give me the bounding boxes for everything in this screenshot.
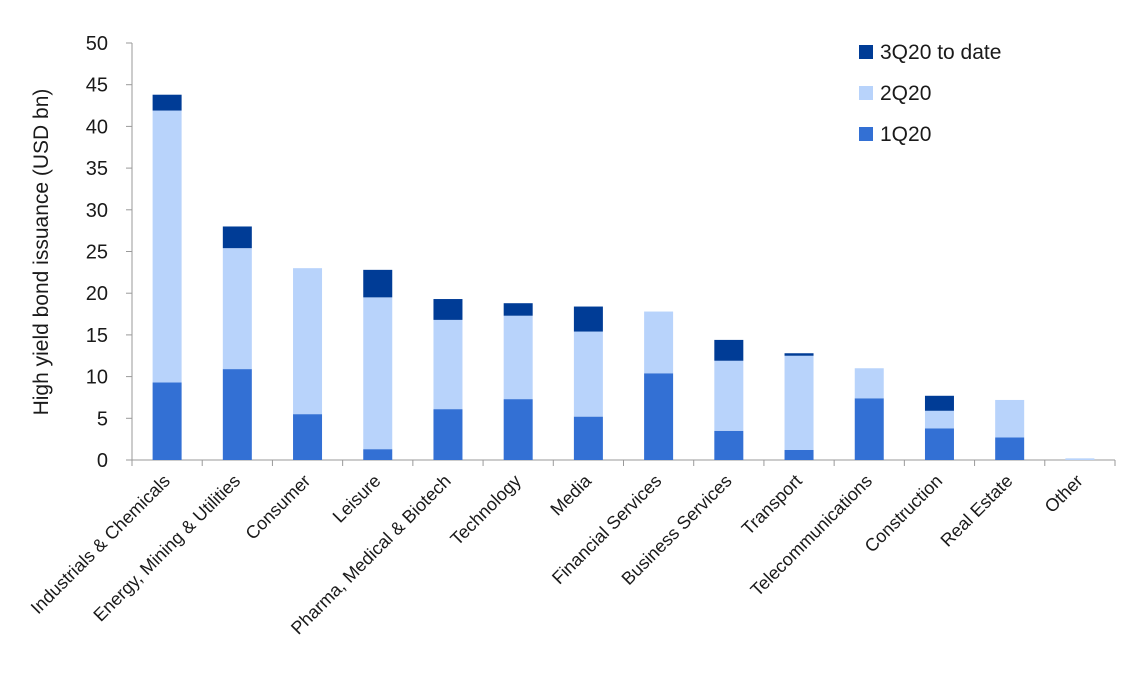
bar-segment (854, 398, 884, 460)
bar-segment (503, 303, 533, 316)
bar-segment (1065, 458, 1095, 460)
bar-segment (854, 368, 884, 399)
y-tick-label: 15 (86, 325, 108, 347)
bar-segment (222, 226, 252, 249)
bar-segment (503, 399, 533, 460)
bar-segment (363, 297, 393, 450)
bar-segment (222, 369, 252, 460)
bar-segment (784, 449, 814, 460)
x-category-label: Media (546, 470, 596, 520)
x-category-label: Energy, Mining & Utilities (89, 471, 244, 626)
bar-segment (222, 248, 252, 370)
bar-segment (433, 409, 463, 460)
bar-segment (995, 437, 1025, 460)
y-tick-label: 30 (86, 200, 108, 222)
bar-segment (784, 355, 814, 450)
y-tick-label: 10 (86, 367, 108, 389)
bar-segment (152, 110, 182, 383)
bar-segment (433, 299, 463, 320)
legend-swatch (859, 86, 873, 100)
y-tick-label: 35 (86, 158, 108, 180)
bar-segment (433, 319, 463, 410)
bar-segment (503, 315, 533, 400)
bar-segment (714, 430, 744, 460)
legend-label: 1Q20 (880, 123, 931, 146)
bar-segment (644, 373, 674, 460)
x-category-label: Telecommunications (747, 471, 876, 600)
legend-label: 2Q20 (880, 82, 931, 105)
bar-segment (573, 306, 603, 332)
legend: 3Q20 to date 2Q20 1Q20 (859, 41, 1001, 146)
y-tick-label: 25 (86, 242, 108, 264)
y-tick-label: 5 (97, 408, 108, 430)
bar-segment (784, 353, 814, 356)
legend-label: 3Q20 to date (880, 41, 1001, 64)
bar-segment (573, 416, 603, 460)
bar-segment (714, 360, 744, 431)
x-category-label: Industrials & Chemicals (27, 471, 174, 618)
bar-segment (573, 331, 603, 417)
legend-swatch (859, 45, 873, 59)
bar-segment (644, 311, 674, 374)
bar-segment (363, 269, 393, 298)
bar-segment (363, 449, 393, 460)
x-category-label: Leisure (329, 471, 385, 527)
bar-segment (293, 268, 323, 415)
y-tick-label: 50 (86, 33, 108, 55)
x-category-label: Real Estate (937, 471, 1017, 551)
y-axis: 0 5 10 15 20 25 30 35 40 45 50 (86, 33, 133, 472)
bar-segment (924, 428, 954, 460)
legend-swatch (859, 127, 873, 141)
bar-segment (924, 410, 954, 429)
x-category-label: Transport (738, 471, 806, 539)
x-category-label: Other (1041, 471, 1087, 517)
bars (152, 94, 1095, 460)
x-category-label: Technology (446, 471, 525, 550)
bar-segment (714, 339, 744, 361)
x-category-label: Consumer (242, 471, 315, 544)
bar-segment (152, 94, 182, 111)
y-axis-title: High yield bond issuance (USD bn) (30, 89, 53, 416)
bar-segment (152, 382, 182, 460)
y-tick-label: 20 (86, 283, 108, 305)
bar-segment (293, 414, 323, 460)
y-tick-label: 0 (97, 450, 108, 472)
y-tick-label: 45 (86, 75, 108, 97)
y-tick-label: 40 (86, 116, 108, 138)
bar-segment (924, 395, 954, 411)
bar-segment (995, 399, 1025, 438)
